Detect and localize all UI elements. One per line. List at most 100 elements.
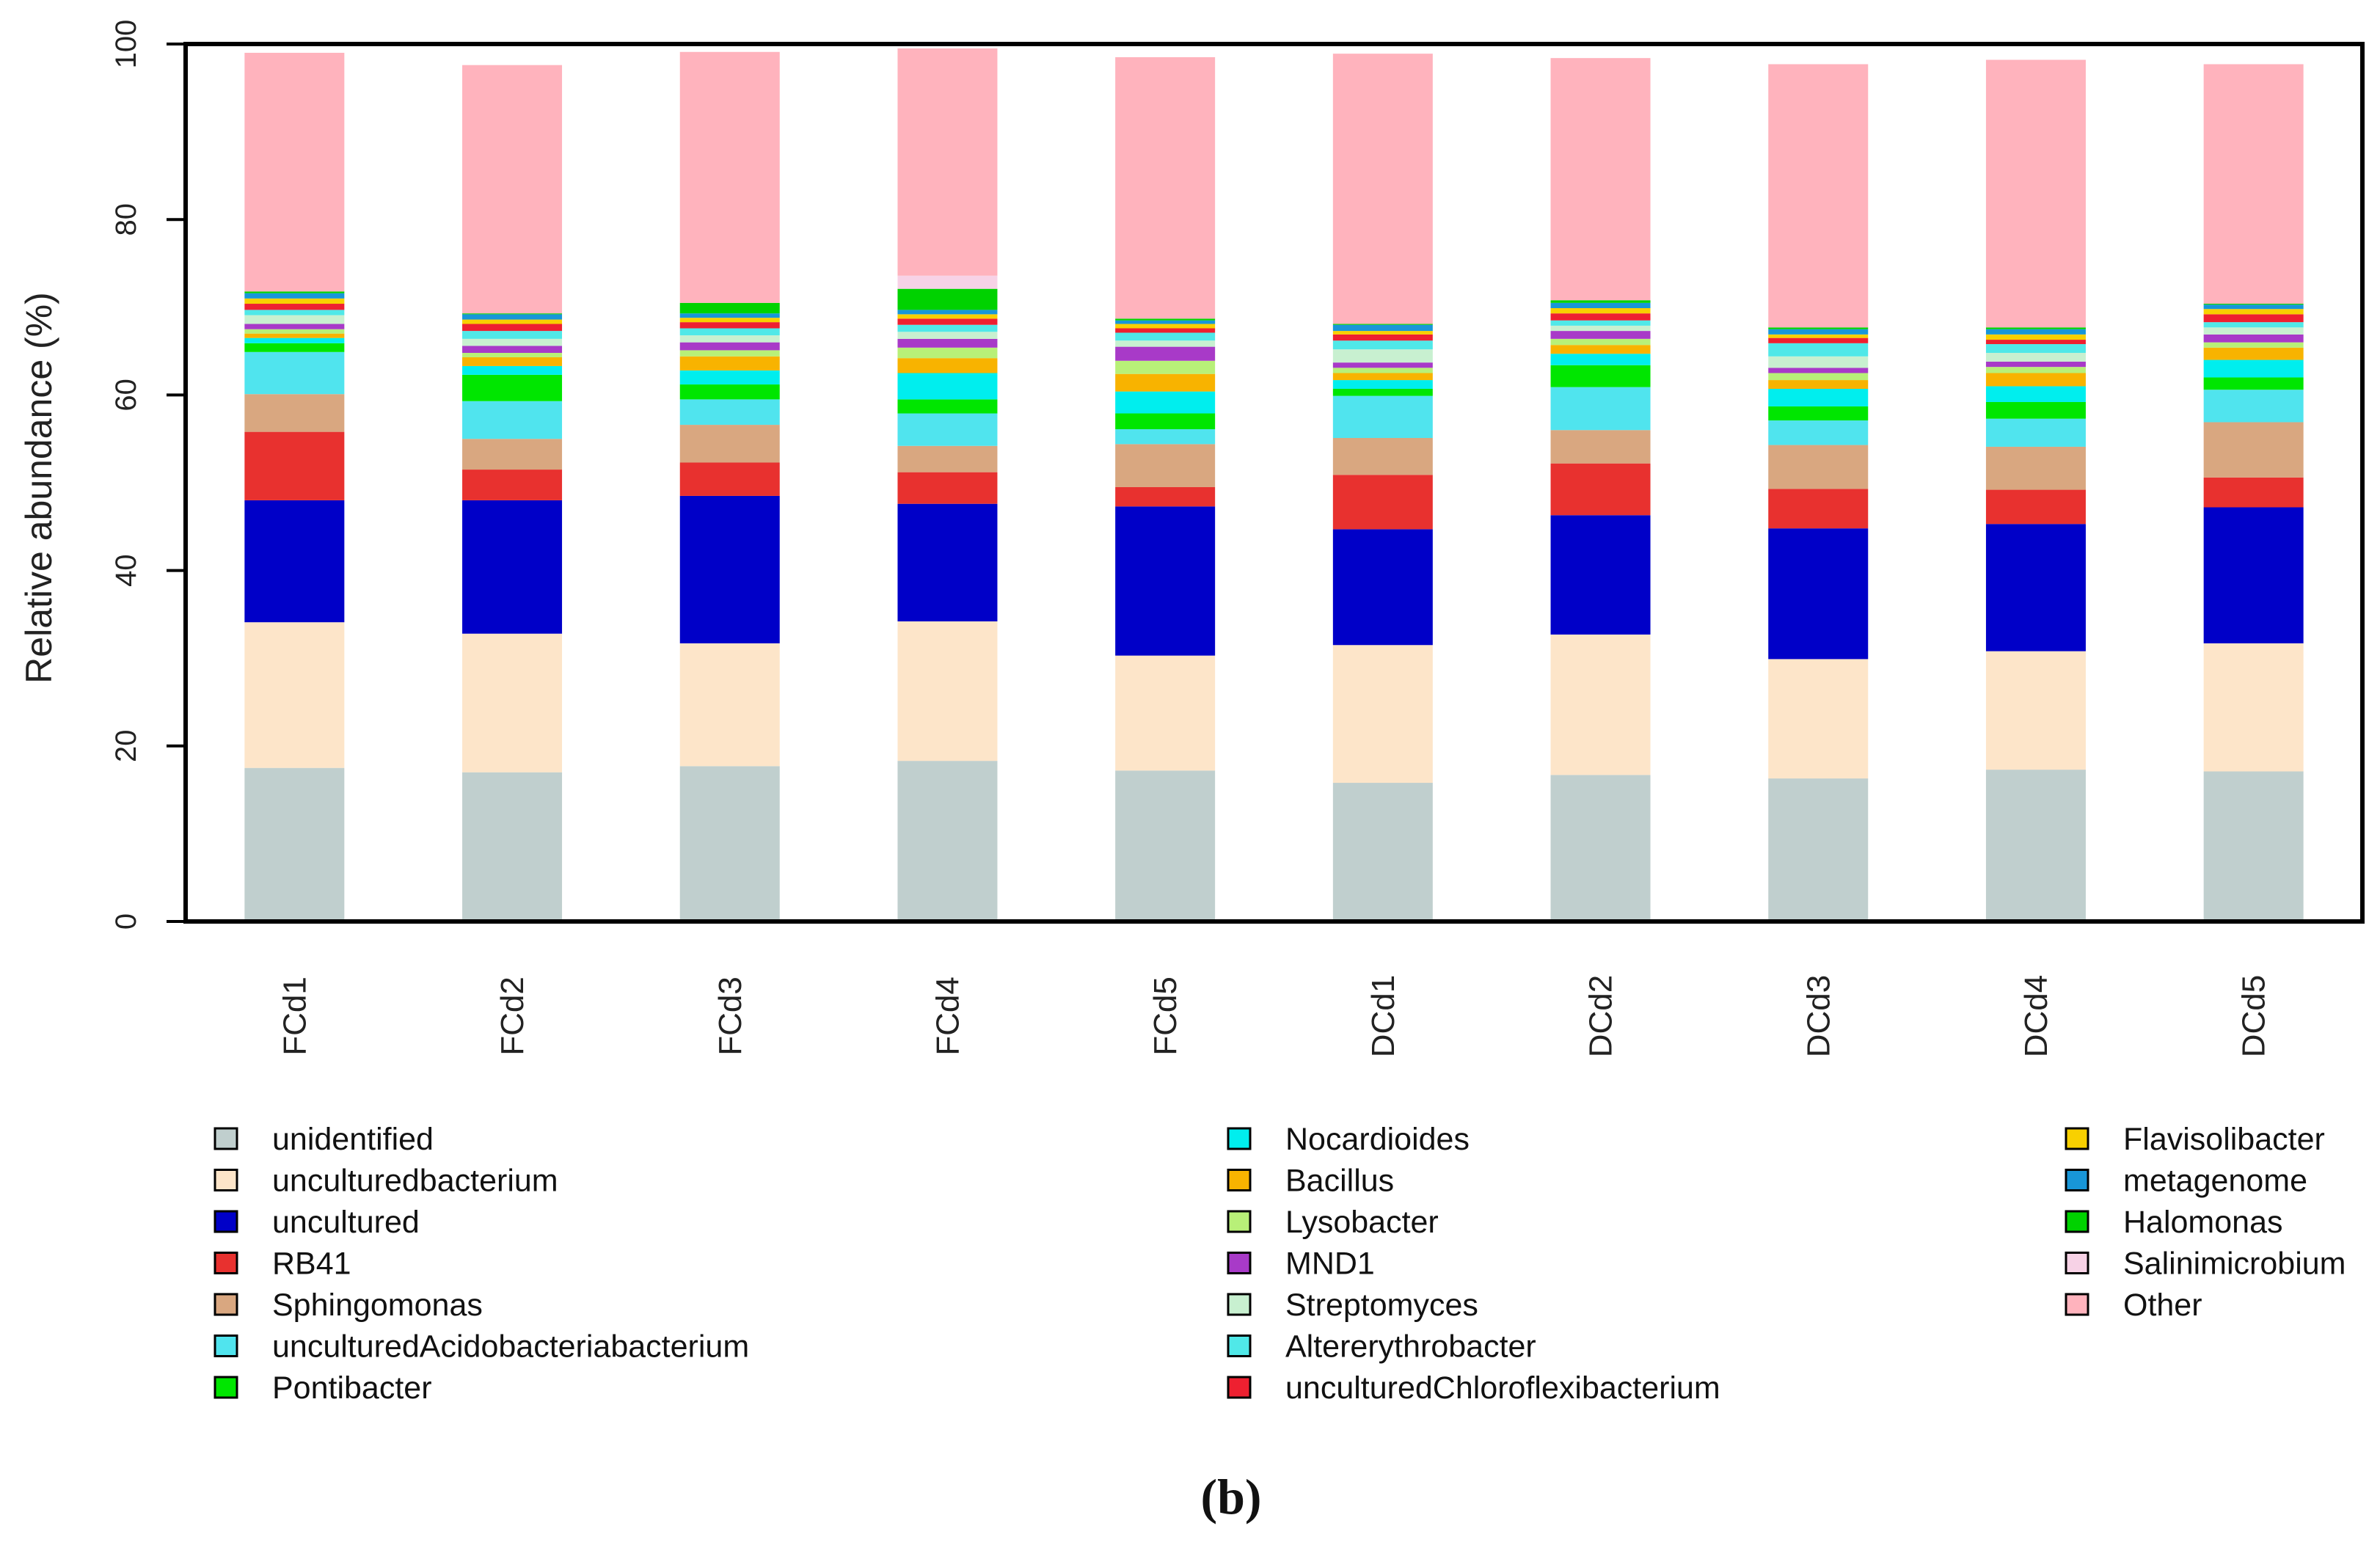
bar-segment-unidentified-dcd2: [1550, 775, 1651, 921]
bar-segment-sphingomonas-dcd3: [1768, 445, 1869, 489]
bar-segment-streptomyces-dcd3: [1768, 356, 1869, 368]
bar-segment-lysobacter-dcd3: [1768, 373, 1869, 381]
legend-item-nocardioides: Nocardioides: [1227, 1122, 1470, 1157]
bar-stack-dcd4: [1985, 59, 2086, 921]
legend-item-other: Other: [2065, 1288, 2202, 1323]
x-tick-label-dcd3: DCd3: [1800, 975, 1836, 1058]
bar-segment-unculturedacidobacteriabacterium-dcd2: [1550, 387, 1651, 431]
bar-segment-pontibacter-fcd1: [244, 343, 345, 352]
legend-swatch: [2065, 1252, 2089, 1274]
legend-swatch: [213, 1210, 238, 1233]
legend-swatch: [1227, 1210, 1252, 1233]
legend-label: Altererythrobacter: [1285, 1329, 1536, 1365]
bar-segment-flavisolibacter-dcd2: [1550, 307, 1651, 314]
bar-segment-nocardioides-fcd4: [897, 373, 998, 400]
bar-segment-unculturedchloroflexibacterium-fcd4: [897, 318, 998, 325]
x-tick-label-fcd3: FCd3: [712, 976, 748, 1056]
bar-segment-unculturedbacterium-dcd3: [1768, 659, 1869, 779]
legend-item-unculturedbacterium: unculturedbacterium: [213, 1164, 558, 1199]
bar-segment-metagenome-dcd2: [1550, 302, 1651, 308]
bar-segment-unidentified-dcd3: [1768, 778, 1869, 921]
bar-segment-bacillus-dcd4: [1985, 373, 2086, 387]
bar-segment-altererythrobacter-dcd2: [1550, 320, 1651, 326]
legend-item-lysobacter: Lysobacter: [1227, 1205, 1439, 1240]
bar-segment-rb41-dcd4: [1985, 489, 2086, 525]
bar-segment-other-dcd4: [1985, 59, 2086, 328]
legend-swatch: [2065, 1127, 2089, 1150]
legend-item-metagenome: metagenome: [2065, 1164, 2307, 1199]
x-tick-label-fcd4: FCd4: [930, 976, 965, 1056]
bar-segment-altererythrobacter-dcd4: [1985, 344, 2086, 353]
bar-segment-sphingomonas-dcd5: [2203, 422, 2304, 478]
bar-segment-nocardioides-dcd3: [1768, 389, 1869, 406]
bar-segment-uncultured-dcd1: [1332, 529, 1433, 646]
y-tick-label-100: 100: [110, 20, 142, 69]
legend-item-sphingomonas: Sphingomonas: [213, 1288, 483, 1323]
bar-segment-altererythrobacter-fcd1: [244, 310, 345, 315]
bar-segment-unculturedbacterium-fcd2: [462, 633, 563, 773]
bar-segment-metagenome-fcd2: [462, 314, 563, 320]
bar-segment-other-dcd1: [1332, 54, 1433, 324]
legend-label: MND1: [1285, 1246, 1375, 1282]
bar-segment-altererythrobacter-fcd3: [679, 328, 780, 336]
bar-segment-rb41-dcd5: [2203, 477, 2304, 508]
bar-segment-sphingomonas-fcd2: [462, 439, 563, 470]
bar-segment-sphingomonas-dcd1: [1332, 438, 1433, 475]
bar-segment-pontibacter-dcd4: [1985, 401, 2086, 419]
bar-segment-flavisolibacter-dcd1: [1332, 331, 1433, 335]
legend-item-altererythrobacter: Altererythrobacter: [1227, 1329, 1536, 1365]
legend-item-flavisolibacter: Flavisolibacter: [2065, 1122, 2325, 1157]
bar-segment-altererythrobacter-fcd2: [462, 331, 563, 339]
legend-swatch: [213, 1127, 238, 1150]
bar-segment-bacillus-fcd4: [897, 358, 998, 373]
bar-segment-uncultured-fcd1: [244, 500, 345, 623]
bar-segment-flavisolibacter-fcd1: [244, 298, 345, 304]
legend-swatch: [2065, 1169, 2089, 1191]
x-tick-label-dcd4: DCd4: [2018, 975, 2054, 1058]
bar-segment-unculturedacidobacteriabacterium-dcd3: [1768, 420, 1869, 445]
legend-label: Flavisolibacter: [2123, 1122, 2325, 1157]
legend-label: Pontibacter: [272, 1370, 432, 1406]
bar-stack-dcd3: [1768, 64, 1869, 921]
legend-item-unidentified: unidentified: [213, 1122, 434, 1157]
bar-segment-nocardioides-dcd4: [1985, 386, 2086, 402]
bar-segment-metagenome-dcd1: [1332, 324, 1433, 332]
legend-swatch: [2065, 1210, 2089, 1233]
bar-segment-lysobacter-dcd5: [2203, 342, 2304, 348]
legend-swatch: [213, 1376, 238, 1399]
bar-segment-flavisolibacter-fcd2: [462, 319, 563, 324]
bar-segment-pontibacter-dcd3: [1768, 406, 1869, 421]
bar-segment-lysobacter-fcd4: [897, 347, 998, 359]
bar-segment-streptomyces-fcd5: [1115, 340, 1216, 347]
bar-segment-mnd1-fcd1: [244, 324, 345, 329]
bar-segment-metagenome-dcd3: [1768, 329, 1869, 335]
bar-segment-unidentified-dcd1: [1332, 783, 1433, 921]
bar-segment-unculturedbacterium-dcd1: [1332, 645, 1433, 784]
bar-segment-pontibacter-dcd2: [1550, 365, 1651, 387]
bar-segment-bacillus-dcd2: [1550, 345, 1651, 354]
bar-segment-unculturedacidobacteriabacterium-fcd4: [897, 413, 998, 446]
x-tick-label-dcd1: DCd1: [1365, 975, 1401, 1058]
bar-segment-rb41-fcd2: [462, 470, 563, 500]
bar-segment-halomonas-fcd1: [244, 291, 345, 293]
legend-label: unidentified: [272, 1122, 434, 1157]
legend-label: unculturedbacterium: [272, 1164, 558, 1199]
bar-segment-unculturedacidobacteriabacterium-fcd2: [462, 401, 563, 439]
legend-item-uncultured: uncultured: [213, 1205, 420, 1240]
bar-segment-lysobacter-fcd3: [679, 350, 780, 357]
bar-segment-metagenome-fcd4: [897, 310, 998, 315]
bar-segment-unidentified-fcd1: [244, 767, 345, 921]
bar-segment-unculturedacidobacteriabacterium-fcd3: [679, 399, 780, 426]
legend-item-unculturedacidobacteriabacterium: unculturedAcidobacteriabacterium: [213, 1329, 749, 1365]
y-tick-label-40: 40: [110, 554, 142, 587]
bar-segment-sphingomonas-dcd2: [1550, 430, 1651, 464]
bar-stack-dcd5: [2203, 64, 2304, 921]
bar-segment-metagenome-dcd4: [1985, 329, 2086, 335]
legend-item-rb41: RB41: [213, 1246, 351, 1282]
bar-segment-unidentified-dcd5: [2203, 771, 2304, 921]
bar-segment-mnd1-dcd1: [1332, 362, 1433, 368]
bar-segment-unculturedbacterium-dcd4: [1985, 651, 2086, 770]
legend-label: Nocardioides: [1285, 1122, 1470, 1157]
bar-segment-other-fcd4: [897, 48, 998, 276]
